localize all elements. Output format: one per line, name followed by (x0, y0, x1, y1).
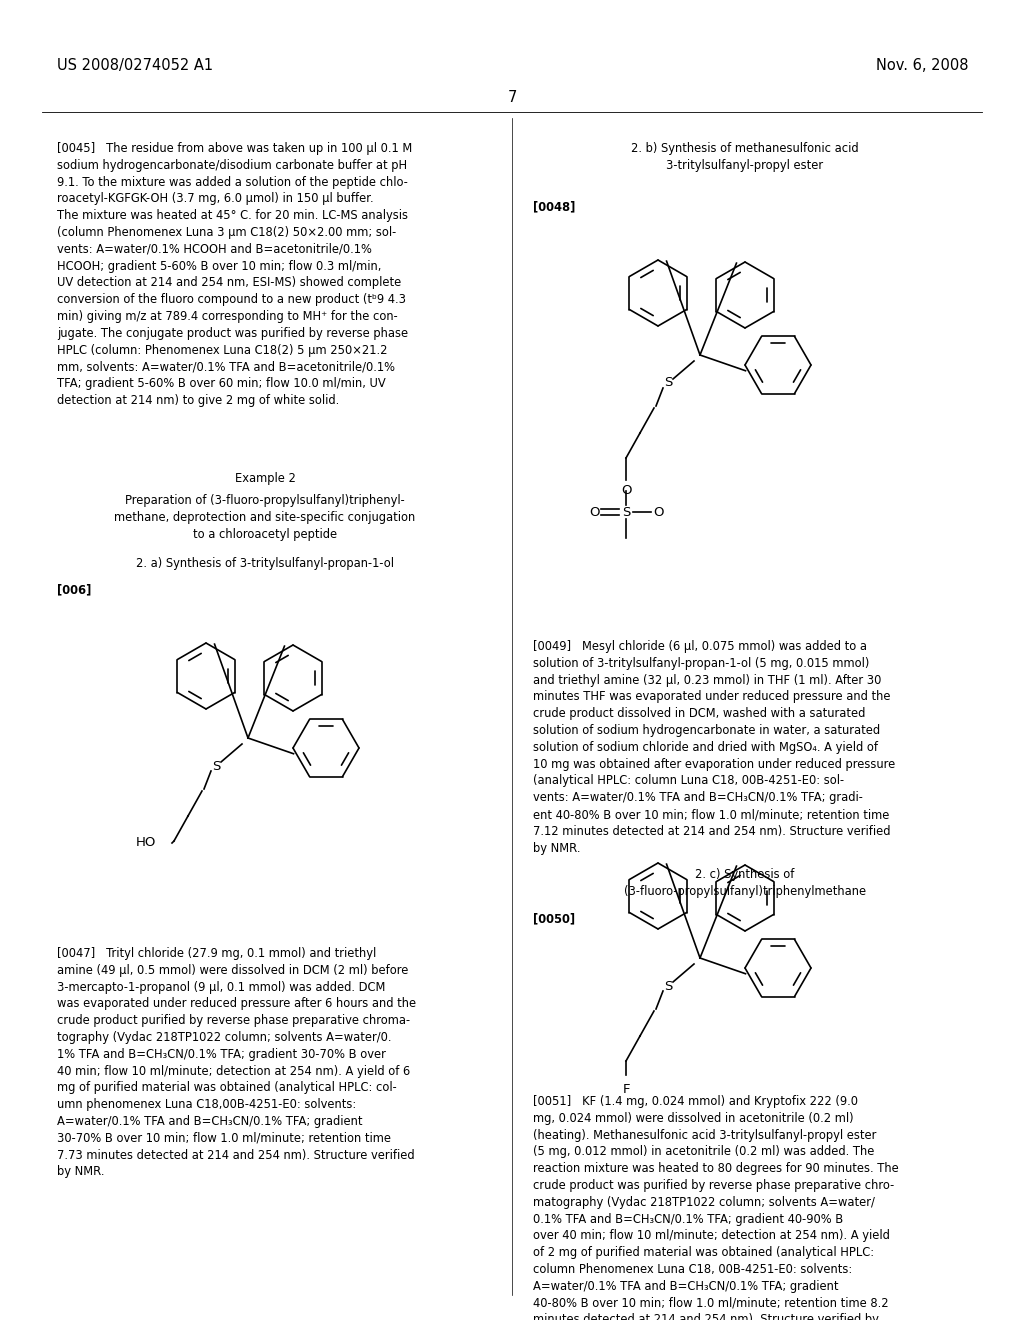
Text: 2. c) Synthesis of
(3-fluoro-propylsulfanyl)triphenylmethane: 2. c) Synthesis of (3-fluoro-propylsulfa… (624, 869, 866, 898)
Text: S: S (664, 376, 672, 389)
Text: [0049]   Mesyl chloride (6 μl, 0.075 mmol) was added to a
solution of 3-tritylsu: [0049] Mesyl chloride (6 μl, 0.075 mmol)… (534, 640, 895, 854)
Text: [0050]: [0050] (534, 912, 575, 925)
Text: Preparation of (3-fluoro-propylsulfanyl)triphenyl-
methane, deprotection and sit: Preparation of (3-fluoro-propylsulfanyl)… (115, 494, 416, 541)
Text: [0045]   The residue from above was taken up in 100 μl 0.1 M
sodium hydrogencarb: [0045] The residue from above was taken … (57, 143, 413, 407)
Text: O: O (589, 506, 599, 519)
Text: [0047]   Trityl chloride (27.9 mg, 0.1 mmol) and triethyl
amine (49 μl, 0.5 mmol: [0047] Trityl chloride (27.9 mg, 0.1 mmo… (57, 946, 416, 1179)
Text: Nov. 6, 2008: Nov. 6, 2008 (876, 58, 968, 73)
Text: O: O (652, 506, 664, 519)
Text: HO: HO (135, 837, 156, 850)
Text: [006]: [006] (57, 583, 91, 597)
Text: Example 2: Example 2 (234, 473, 296, 484)
Text: O: O (621, 484, 631, 498)
Text: 2. b) Synthesis of methanesulfonic acid
3-tritylsulfanyl-propyl ester: 2. b) Synthesis of methanesulfonic acid … (631, 143, 859, 172)
Text: [0048]: [0048] (534, 201, 575, 213)
Text: S: S (664, 979, 672, 993)
Text: S: S (212, 759, 220, 772)
Text: [0051]   KF (1.4 mg, 0.024 mmol) and Kryptofix 222 (9.0
mg, 0.024 mmol) were dis: [0051] KF (1.4 mg, 0.024 mmol) and Krypt… (534, 1096, 899, 1320)
Text: S: S (622, 506, 630, 519)
Text: US 2008/0274052 A1: US 2008/0274052 A1 (57, 58, 213, 73)
Text: 2. a) Synthesis of 3-tritylsulfanyl-propan-1-ol: 2. a) Synthesis of 3-tritylsulfanyl-prop… (136, 557, 394, 570)
Text: F: F (623, 1082, 630, 1096)
Text: 7: 7 (507, 90, 517, 106)
